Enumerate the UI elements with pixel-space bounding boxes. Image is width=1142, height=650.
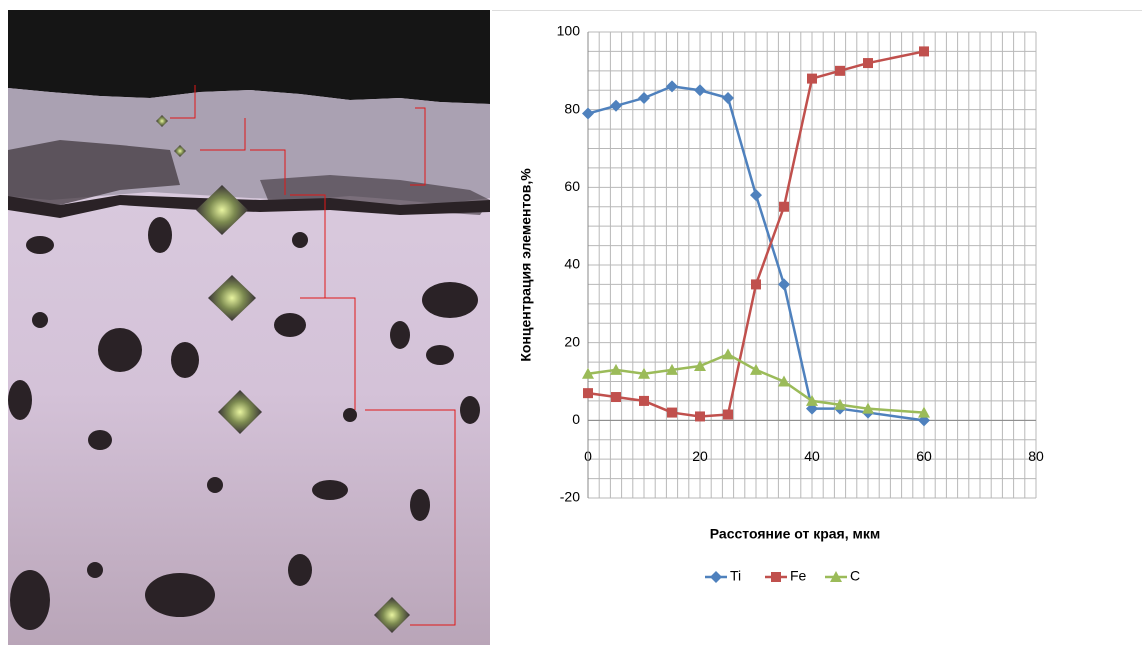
x-tick-label: 60	[916, 448, 932, 464]
page: {"chart_data": {"type": "line", "ylabel"…	[0, 0, 1142, 645]
x-tick-label: 20	[692, 448, 708, 464]
data-point	[863, 58, 873, 68]
figure: Концентрация элементов,% Расстояние от к…	[0, 0, 1142, 645]
y-tick-label: 100	[557, 23, 581, 39]
data-point	[835, 66, 845, 76]
x-tick-label: 40	[804, 448, 820, 464]
legend-label: C	[850, 568, 860, 584]
data-point	[723, 410, 733, 420]
chart-panel	[492, 10, 1142, 645]
y-tick-label: 20	[564, 333, 580, 349]
data-point	[751, 279, 761, 289]
y-tick-label: 40	[564, 256, 580, 272]
data-point	[667, 408, 677, 418]
data-point	[695, 411, 705, 421]
y-tick-label: 60	[564, 178, 580, 194]
data-point	[779, 202, 789, 212]
legend-marker	[771, 572, 781, 582]
data-point	[807, 74, 817, 84]
y-tick-label: 80	[564, 100, 580, 116]
data-point	[583, 388, 593, 398]
y-tick-label: 0	[572, 411, 580, 427]
data-point	[639, 396, 649, 406]
data-point	[611, 392, 621, 402]
x-axis-title: Расстояние от края, мкм	[710, 526, 880, 542]
data-point	[919, 46, 929, 56]
x-tick-label: 80	[1028, 448, 1044, 464]
micrograph	[8, 10, 490, 645]
y-axis-title: Концентрация элементов,%	[518, 168, 534, 362]
legend-label: Fe	[790, 568, 807, 584]
y-tick-label: -20	[560, 489, 580, 505]
legend-label: Ti	[730, 568, 741, 584]
